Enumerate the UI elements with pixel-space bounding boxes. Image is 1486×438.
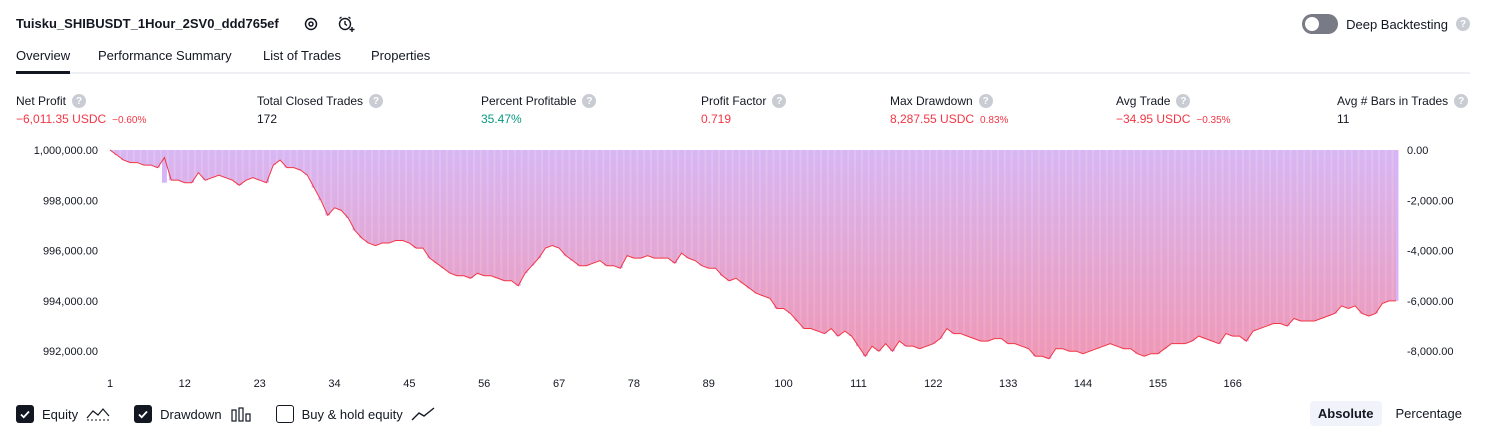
check-icon	[20, 410, 30, 419]
metric-net-profit: Net Profit? −6,011.35 USDC −0.60%	[16, 92, 146, 126]
right-axis-tick: 0.00	[1407, 145, 1428, 157]
left-axis-tick: 994,000.00	[43, 296, 98, 308]
alert-add-icon[interactable]	[336, 14, 356, 34]
strategy-name: Tuisku_SHIBUSDT_1Hour_2SV0_ddd765ef	[16, 16, 279, 31]
x-axis-tick: 45	[403, 378, 415, 390]
metric-label: Total Closed Trades	[257, 94, 364, 108]
info-icon[interactable]: ?	[1454, 94, 1469, 108]
metric-profit-factor: Profit Factor? 0.719	[701, 92, 787, 126]
legend-buy-hold-label: Buy & hold equity	[301, 406, 403, 422]
metric-value: −34.95 USDC	[1116, 112, 1191, 126]
legend-drawdown-label: Drawdown	[160, 406, 222, 422]
drawdown-bar	[161, 150, 167, 183]
settings-icon[interactable]	[301, 14, 321, 34]
help-icon[interactable]: ?	[1456, 17, 1470, 31]
metric-value: 0.719	[701, 112, 732, 126]
info-icon[interactable]: ?	[72, 94, 87, 108]
metric-max-drawdown: Max Drawdown? 8,287.55 USDC 0.83%	[890, 92, 1008, 126]
x-axis-tick: 111	[850, 378, 867, 390]
left-axis-tick: 996,000.00	[43, 246, 98, 258]
info-icon[interactable]: ?	[369, 94, 384, 108]
x-axis-tick: 155	[1149, 378, 1167, 390]
metric-value: 11	[1337, 112, 1350, 126]
left-axis: 1,000,000.00 998,000.00 996,000.00 994,000.…	[34, 145, 98, 358]
deep-backtesting: Deep Backtesting ?	[1302, 12, 1470, 36]
metric-percent: −0.60%	[112, 115, 147, 126]
tab-overview[interactable]: Overview	[16, 48, 71, 74]
equity-line-icon	[86, 408, 110, 421]
deep-backtesting-label: Deep Backtesting	[1346, 16, 1448, 32]
buy-hold-line-icon	[411, 407, 435, 421]
legend-equity-label: Equity	[42, 406, 79, 422]
x-axis-tick: 78	[628, 378, 640, 390]
info-icon[interactable]: ?	[772, 94, 787, 108]
metric-percent-profitable: Percent Profitable? 35.47%	[481, 92, 597, 126]
metric-value: 35.47%	[481, 112, 522, 126]
header: Tuisku_SHIBUSDT_1Hour_2SV0_ddd765ef Deep…	[16, 12, 1470, 38]
legend-drawdown[interactable]: Drawdown	[134, 405, 251, 423]
absolute-button[interactable]: Absolute	[1309, 401, 1382, 426]
x-axis-tick: 100	[774, 378, 792, 390]
metric-value: 172	[257, 112, 278, 126]
percentage-button[interactable]: Percentage	[1395, 406, 1463, 421]
tab-list-of-trades[interactable]: List of Trades	[263, 48, 342, 63]
x-axis-tick: 166	[1224, 378, 1242, 390]
drawdown-bars-icon	[230, 407, 251, 422]
metric-percent: −0.35%	[1196, 115, 1231, 126]
chart-legend: Equity Drawdown Buy & hold equity	[16, 403, 459, 425]
right-axis-tick: -4,000.00	[1407, 246, 1453, 258]
right-axis-tick: -8,000.00	[1407, 346, 1453, 358]
left-axis-tick: 992,000.00	[43, 346, 98, 358]
metric-avg-trade: Avg Trade? −34.95 USDC −0.35%	[1116, 92, 1231, 126]
check-icon	[138, 410, 148, 419]
metric-total-closed-trades: Total Closed Trades? 172	[257, 92, 384, 126]
x-axis-tick: 89	[703, 378, 715, 390]
info-icon[interactable]: ?	[978, 94, 993, 108]
x-axis-tick: 1	[107, 378, 113, 390]
equity-checkbox[interactable]	[16, 405, 34, 423]
x-axis-tick: 122	[924, 378, 942, 390]
x-axis-tick: 133	[999, 378, 1017, 390]
equity-fill	[110, 150, 1396, 359]
x-axis-tick: 12	[179, 378, 191, 390]
tab-performance-summary[interactable]: Performance Summary	[98, 48, 232, 63]
metric-label: Profit Factor	[701, 94, 767, 108]
x-axis: 1 12 23 34 45 56 67 78 89 100 111 122 133 144 155 166	[107, 378, 1242, 390]
legend-buy-hold[interactable]: Buy & hold equity	[275, 405, 435, 423]
tab-bar: Overview Performance Summary List of Tra…	[16, 44, 1470, 74]
metric-label: Avg # Bars in Trades	[1337, 94, 1449, 108]
buy-hold-checkbox[interactable]	[275, 405, 294, 423]
x-axis-tick: 23	[254, 378, 266, 390]
info-icon[interactable]: ?	[1176, 94, 1191, 108]
left-axis-tick: 1,000,000.00	[34, 145, 98, 157]
equity-area	[109, 149, 1396, 360]
metric-label: Net Profit	[16, 94, 67, 108]
drawdown-checkbox[interactable]	[134, 405, 153, 423]
info-icon[interactable]: ?	[582, 94, 597, 108]
legend-equity[interactable]: Equity	[16, 405, 110, 423]
metric-label: Percent Profitable	[481, 94, 577, 108]
equity-drawdown-chart[interactable]: 1,000,000.00 998,000.00 996,000.00 994,000.…	[0, 140, 1486, 395]
metrics-row: Net Profit? −6,011.35 USDC −0.60% Total C…	[16, 92, 1470, 132]
metric-avg-bars-in-trades: Avg # Bars in Trades? 11	[1337, 92, 1469, 126]
right-axis-tick: -6,000.00	[1407, 296, 1453, 308]
deep-backtesting-toggle[interactable]	[1302, 14, 1339, 34]
right-axis: 0.00 -2,000.00 -4,000.00 -6,000.00 -8,000.00	[1407, 145, 1453, 358]
equity-line	[109, 149, 1396, 360]
right-axis-tick: -2,000.00	[1407, 195, 1453, 207]
x-axis-tick: 56	[478, 378, 490, 390]
x-axis-tick: 144	[1074, 378, 1092, 390]
tab-properties[interactable]: Properties	[371, 48, 431, 63]
metric-value: −6,011.35 USDC	[16, 112, 107, 126]
scale-mode: Absolute Percentage	[1309, 401, 1470, 426]
metric-value: 8,287.55 USDC	[890, 112, 975, 126]
metric-percent: 0.83%	[980, 115, 1009, 126]
x-axis-tick: 34	[328, 378, 340, 390]
left-axis-tick: 998,000.00	[43, 195, 98, 207]
metric-label: Max Drawdown	[890, 94, 973, 108]
x-axis-tick: 67	[553, 378, 565, 390]
metric-label: Avg Trade	[1116, 94, 1171, 108]
